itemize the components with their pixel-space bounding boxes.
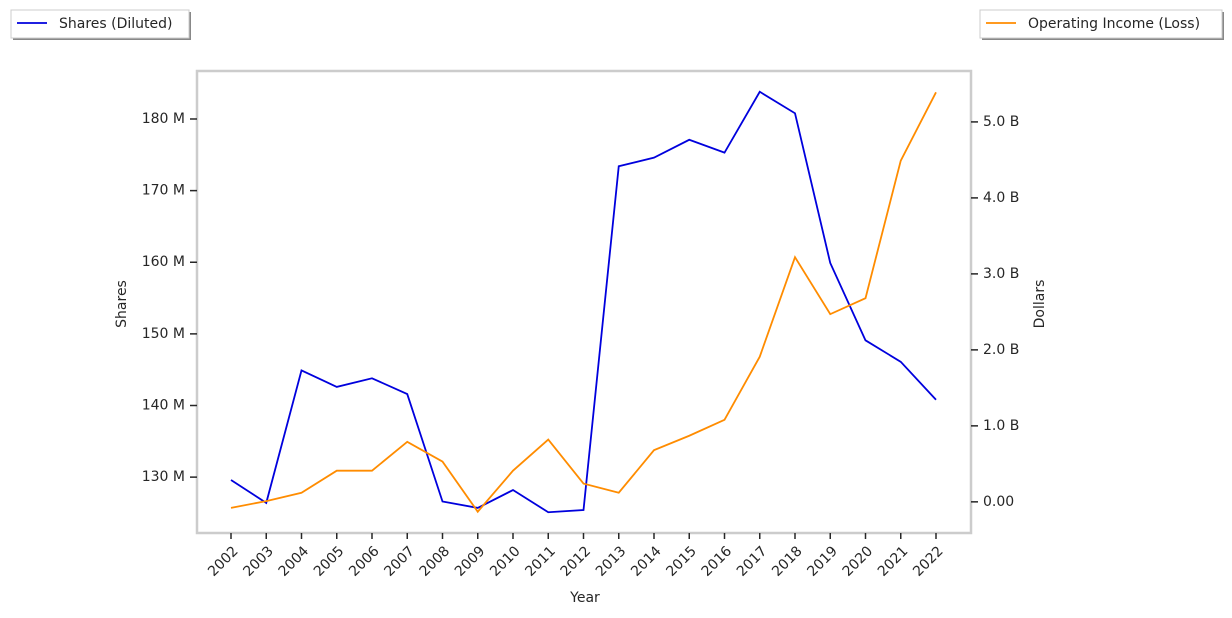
x-tick-label: 2002 [205, 543, 242, 580]
legend-box [979, 9, 1223, 39]
y-tick-label: 130 M [142, 469, 185, 485]
x-tick-label: 2004 [276, 543, 313, 580]
x-tick-label: 2022 [910, 543, 947, 580]
y2-tick-label: 0.00 [983, 494, 1014, 510]
x-tick-label: 2003 [240, 543, 277, 580]
y2-axis-label: Dollars [1032, 280, 1048, 329]
x-tick-label: 2008 [417, 543, 454, 580]
y2-tick-label: 3.0 B [983, 266, 1019, 282]
x-tick-label: 2018 [769, 543, 806, 580]
y-tick-label: 140 M [142, 398, 185, 414]
y2-tick-label: 4.0 B [983, 190, 1019, 206]
x-tick-label: 2007 [381, 543, 418, 580]
x-tick-label: 2009 [452, 543, 489, 580]
y2-tick-label: 2.0 B [983, 342, 1019, 358]
y-tick-label: 170 M [142, 183, 185, 199]
series-line [230, 90, 937, 514]
y-axis-label: Shares [114, 280, 130, 328]
series-line [230, 91, 937, 514]
legend-label: Operating Income (Loss) [1028, 16, 1200, 32]
legend-label: Shares (Diluted) [59, 16, 173, 32]
x-tick-label: 2021 [875, 543, 912, 580]
y-tick-label: 150 M [142, 326, 185, 342]
x-axis-label: Year [569, 590, 600, 606]
x-tick-label: 2017 [734, 543, 771, 580]
x-tick-label: 2016 [699, 543, 736, 580]
y-tick-label: 160 M [142, 254, 185, 270]
x-tick-label: 2010 [487, 543, 524, 580]
y2-tick-label: 1.0 B [983, 418, 1019, 434]
x-tick-label: 2013 [593, 543, 630, 580]
legend-box [10, 9, 190, 39]
y2-tick-label: 5.0 B [983, 114, 1019, 130]
y-tick-label: 180 M [142, 111, 185, 127]
plot-frame [195, 69, 973, 535]
x-tick-label: 2006 [346, 543, 383, 580]
x-tick-label: 2014 [628, 543, 665, 580]
x-tick-label: 2015 [663, 543, 700, 580]
x-tick-label: 2020 [840, 543, 877, 580]
x-tick-label: 2019 [804, 543, 841, 580]
x-tick-label: 2011 [522, 543, 559, 580]
x-tick-label: 2012 [558, 543, 595, 580]
x-tick-label: 2005 [311, 543, 348, 580]
